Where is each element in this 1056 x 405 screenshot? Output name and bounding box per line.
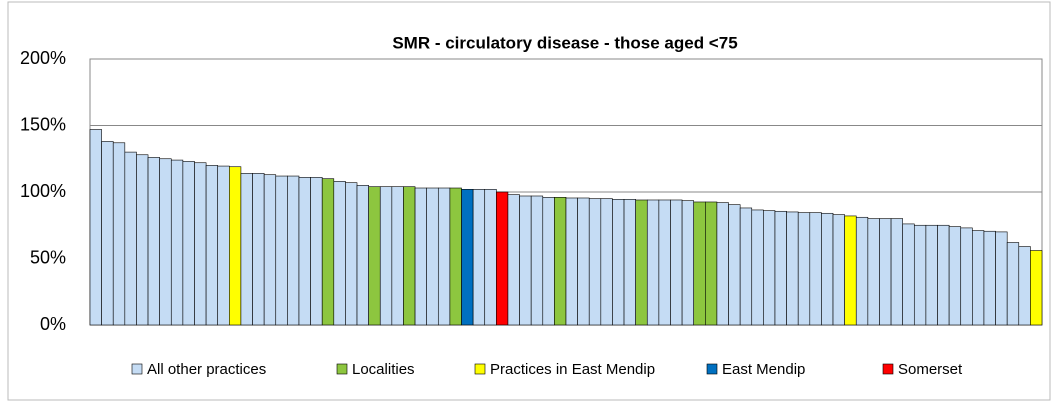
- legend-swatch: [474, 363, 486, 375]
- bar: [217, 165, 230, 326]
- bar: [298, 177, 311, 326]
- bar: [403, 186, 416, 326]
- bar: [263, 174, 277, 326]
- bar: [1018, 246, 1031, 326]
- bar: [879, 218, 892, 326]
- y-tick-label: 200%: [20, 48, 66, 68]
- bar: [437, 187, 451, 326]
- y-tick-label: 100%: [20, 181, 66, 201]
- bar: [705, 201, 718, 326]
- bar: [461, 189, 474, 326]
- bar: [693, 201, 706, 326]
- bar: [124, 151, 137, 326]
- legend-swatch: [882, 363, 894, 375]
- bar: [368, 186, 381, 326]
- bar: [774, 210, 787, 326]
- bar: [635, 199, 648, 326]
- bar: [739, 207, 753, 326]
- bar: [391, 186, 404, 326]
- bar: [414, 187, 427, 326]
- bar: [356, 185, 369, 326]
- bar: [867, 218, 880, 326]
- legend-label: Somerset: [898, 361, 963, 378]
- bar: [507, 194, 520, 326]
- bar: [972, 230, 985, 326]
- bar: [205, 165, 219, 326]
- bar: [797, 212, 811, 326]
- legend-label: Localities: [352, 361, 415, 378]
- bar: [275, 175, 288, 326]
- bar: [983, 230, 996, 326]
- bar: [995, 231, 1008, 326]
- bar: [763, 210, 776, 326]
- bar: [252, 173, 265, 326]
- bar: [194, 162, 207, 326]
- bar: [751, 209, 764, 326]
- bar: [890, 218, 903, 326]
- bar: [89, 129, 102, 326]
- bar: [855, 216, 869, 326]
- bar: [1030, 250, 1043, 326]
- bar: [925, 224, 938, 326]
- bar: [623, 199, 636, 326]
- bar: [554, 197, 567, 326]
- legend-label: Practices in East Mendip: [490, 361, 655, 378]
- bar: [449, 187, 462, 326]
- bar: [101, 141, 114, 326]
- legend-label: East Mendip: [722, 361, 805, 378]
- y-tick-label: 150%: [20, 114, 66, 134]
- chart-title: SMR - circulatory disease - those aged <…: [392, 33, 737, 52]
- bar: [310, 177, 323, 326]
- bar: [484, 189, 497, 326]
- bar: [472, 189, 486, 326]
- bar: [902, 223, 915, 326]
- bar: [496, 191, 509, 326]
- bar: [670, 199, 683, 326]
- bar: [588, 198, 602, 326]
- bar: [333, 181, 346, 326]
- bar: [321, 178, 335, 326]
- bar: [530, 195, 544, 326]
- bar: [960, 227, 973, 326]
- bar: [577, 197, 590, 326]
- bar: [612, 199, 625, 326]
- bar: [426, 187, 439, 326]
- bar: [112, 142, 126, 326]
- bar: [844, 215, 857, 326]
- bar: [345, 182, 358, 326]
- bar: [728, 204, 741, 326]
- bar: [948, 226, 962, 326]
- bar: [937, 224, 950, 326]
- bar: [147, 157, 160, 326]
- legend-swatch: [131, 363, 143, 375]
- bar: [786, 211, 799, 326]
- legend-swatch: [706, 363, 718, 375]
- bar: [658, 199, 671, 326]
- bar: [600, 198, 613, 326]
- bar: [542, 197, 555, 326]
- bar: [646, 199, 660, 326]
- y-tick-label: 0%: [40, 314, 66, 334]
- legend-label: All other practices: [147, 361, 266, 378]
- bar: [913, 224, 927, 326]
- bar: [681, 200, 695, 326]
- bar: [832, 214, 845, 326]
- bar: [821, 212, 834, 326]
- bar: [240, 173, 253, 326]
- bar: [519, 195, 532, 326]
- bar: [1006, 242, 1020, 326]
- bar: [565, 197, 578, 326]
- bar: [379, 186, 393, 326]
- bar: [229, 166, 242, 326]
- bar: [287, 175, 300, 326]
- bar: [809, 212, 822, 326]
- bar: [182, 161, 195, 326]
- bar: [716, 202, 729, 326]
- bar: [136, 154, 149, 326]
- legend-swatch: [336, 363, 348, 375]
- y-tick-label: 50%: [30, 247, 66, 267]
- bar: [170, 159, 184, 326]
- bar: [159, 158, 172, 326]
